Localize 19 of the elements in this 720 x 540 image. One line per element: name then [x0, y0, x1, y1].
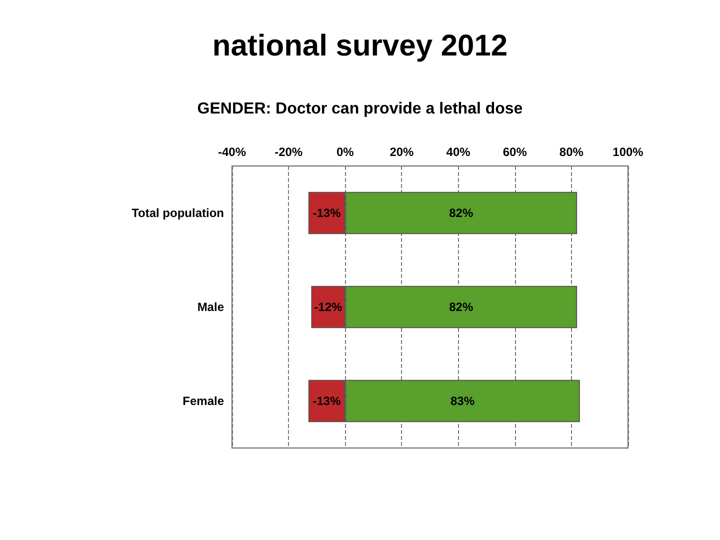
data-label: -13%	[312, 206, 342, 220]
x-tick-label: 80%	[559, 145, 584, 159]
x-tick-label: -40%	[218, 145, 246, 159]
y-tick-label: Total population	[132, 206, 224, 220]
x-tick-label: 60%	[502, 145, 528, 159]
x-tick-label: 100%	[612, 145, 644, 159]
data-label: -13%	[312, 394, 342, 408]
data-label: 82%	[449, 300, 474, 314]
chart-title: national survey 2012	[212, 30, 508, 62]
y-tick-label: Male	[197, 300, 224, 314]
x-tick-label: 20%	[390, 145, 414, 159]
data-label: 83%	[450, 394, 475, 408]
data-label: 82%	[449, 206, 474, 220]
x-tick-label: 0%	[336, 145, 354, 159]
x-tick-label: 40%	[446, 145, 471, 159]
x-tick-label: -20%	[274, 145, 303, 159]
chart-subtitle: GENDER: Doctor can provide a lethal dose	[197, 100, 523, 118]
y-tick-label: Female	[182, 394, 224, 408]
data-label: -12%	[314, 300, 343, 314]
